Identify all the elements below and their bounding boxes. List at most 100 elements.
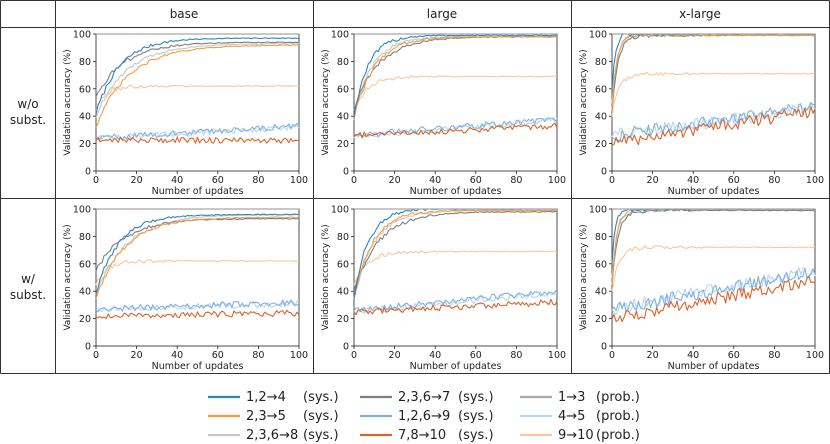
series-line-1 bbox=[611, 208, 816, 265]
x-tick-label: 40 bbox=[429, 350, 441, 361]
series-line-8 bbox=[95, 300, 300, 313]
x-tick-label: 60 bbox=[728, 350, 740, 361]
series-line-5 bbox=[95, 122, 300, 141]
x-axis-label: Number of updates bbox=[410, 361, 502, 372]
series-line-6 bbox=[95, 309, 300, 320]
series-line-1 bbox=[611, 33, 816, 90]
legend-task-1: 1,2→4 bbox=[246, 390, 286, 405]
series-line-6 bbox=[95, 136, 299, 144]
y-tick-label: 20 bbox=[595, 139, 607, 150]
series-line-1 bbox=[353, 34, 558, 118]
series-line-8 bbox=[611, 102, 816, 140]
y-axis-label: Validation accuracy (%) bbox=[579, 224, 589, 330]
legend-task-3: 2,3,6→8 bbox=[246, 428, 298, 443]
panel-w-subst-large: 0 20 40 60 80 100 0 20 40 60 80 100 Number of update… bbox=[321, 205, 566, 373]
series-line-9 bbox=[95, 259, 300, 286]
legend-kind-9: (prob.) bbox=[596, 428, 640, 443]
column-header-x-large: x-large bbox=[679, 7, 721, 21]
x-axis-label: Number of updates bbox=[152, 361, 244, 372]
y-tick-label: 20 bbox=[79, 314, 91, 325]
x-tick-label: 100 bbox=[806, 350, 824, 361]
y-tick-label: 100 bbox=[73, 205, 91, 216]
x-tick-label: 100 bbox=[806, 175, 824, 186]
series-line-9 bbox=[611, 71, 815, 118]
x-tick-label: 100 bbox=[548, 350, 566, 361]
legend: 1,2→4 (sys.) 2,3→5 (sys.) 2,3,6→8 (sys.)… bbox=[208, 390, 640, 443]
y-tick-label: 60 bbox=[79, 84, 91, 95]
row-header-w-line2: subst. bbox=[10, 288, 46, 302]
x-axis-label: Number of updates bbox=[152, 186, 244, 197]
y-tick-label: 40 bbox=[79, 112, 91, 123]
series-line-3 bbox=[353, 209, 558, 299]
y-tick-label: 40 bbox=[337, 287, 349, 298]
series-line-3 bbox=[95, 42, 300, 118]
panel-wo-subst-x-large: 0 20 40 60 80 100 0 20 40 60 80 100 Number of update… bbox=[579, 30, 824, 198]
legend-task-8: 4→5 bbox=[558, 409, 585, 424]
series-line-9 bbox=[353, 250, 558, 285]
y-tick-label: 100 bbox=[331, 30, 349, 41]
y-tick-label: 80 bbox=[595, 232, 607, 243]
x-axis-label: Number of updates bbox=[410, 186, 502, 197]
y-tick-label: 100 bbox=[331, 205, 349, 216]
chart-panels: 0 20 40 60 80 100 0 20 40 60 80 100 Number of update… bbox=[63, 30, 824, 373]
legend-kind-7: (prob.) bbox=[596, 390, 640, 405]
y-axis-label: Validation accuracy (%) bbox=[579, 49, 589, 155]
axes-frame bbox=[611, 33, 816, 172]
y-tick-label: 80 bbox=[79, 57, 91, 68]
legend-task-5: 1,2,6→9 bbox=[398, 409, 450, 424]
series-line-8 bbox=[95, 124, 300, 141]
series-line-2 bbox=[353, 209, 558, 299]
x-tick-label: 60 bbox=[728, 175, 740, 186]
y-tick-label: 60 bbox=[595, 259, 607, 270]
y-tick-label: 80 bbox=[337, 232, 349, 243]
y-tick-label: 20 bbox=[337, 314, 349, 325]
legend-kind-4: (sys.) bbox=[458, 390, 494, 405]
axes-frame bbox=[95, 33, 300, 172]
x-tick-label: 0 bbox=[351, 175, 357, 186]
x-tick-label: 20 bbox=[389, 175, 401, 186]
y-tick-label: 60 bbox=[337, 84, 349, 95]
x-tick-label: 20 bbox=[647, 350, 659, 361]
row-header-wo-line2: subst. bbox=[10, 113, 46, 127]
x-tick-label: 60 bbox=[212, 175, 224, 186]
series-line-6 bbox=[611, 105, 816, 147]
y-tick-label: 60 bbox=[337, 259, 349, 270]
y-tick-label: 0 bbox=[343, 167, 349, 178]
x-tick-label: 0 bbox=[93, 175, 99, 186]
legend-task-4: 2,3,6→7 bbox=[398, 390, 450, 405]
y-tick-label: 60 bbox=[595, 84, 607, 95]
series-line-3 bbox=[95, 213, 300, 295]
y-tick-label: 80 bbox=[337, 57, 349, 68]
series-line-4 bbox=[611, 208, 816, 285]
x-tick-label: 80 bbox=[252, 175, 264, 186]
y-tick-label: 100 bbox=[589, 205, 607, 216]
row-header-w-line1: w/ bbox=[21, 272, 36, 286]
y-tick-label: 40 bbox=[595, 287, 607, 298]
series-line-5 bbox=[95, 299, 300, 313]
column-header-base: base bbox=[170, 7, 199, 21]
x-axis-label: Number of updates bbox=[668, 361, 760, 372]
x-tick-label: 80 bbox=[510, 350, 522, 361]
series-line-6 bbox=[353, 122, 558, 139]
y-tick-label: 20 bbox=[595, 314, 607, 325]
x-tick-label: 80 bbox=[768, 175, 780, 186]
series-line-3 bbox=[611, 208, 816, 278]
y-tick-label: 40 bbox=[595, 112, 607, 123]
y-tick-label: 100 bbox=[589, 30, 607, 41]
y-tick-label: 0 bbox=[601, 342, 607, 353]
axes-frame bbox=[353, 33, 558, 172]
legend-kind-6: (sys.) bbox=[458, 428, 494, 443]
series-line-4 bbox=[611, 33, 816, 111]
x-tick-label: 0 bbox=[609, 350, 615, 361]
legend-task-7: 1→3 bbox=[558, 390, 585, 405]
legend-kind-8: (prob.) bbox=[596, 409, 640, 424]
series-line-1 bbox=[95, 37, 300, 116]
x-axis-label: Number of updates bbox=[668, 186, 760, 197]
series-line-9 bbox=[611, 245, 816, 292]
series-line-5 bbox=[611, 267, 816, 313]
series-line-2 bbox=[611, 33, 816, 111]
y-tick-label: 40 bbox=[337, 112, 349, 123]
legend-kind-5: (sys.) bbox=[458, 409, 494, 424]
x-tick-label: 20 bbox=[647, 175, 659, 186]
